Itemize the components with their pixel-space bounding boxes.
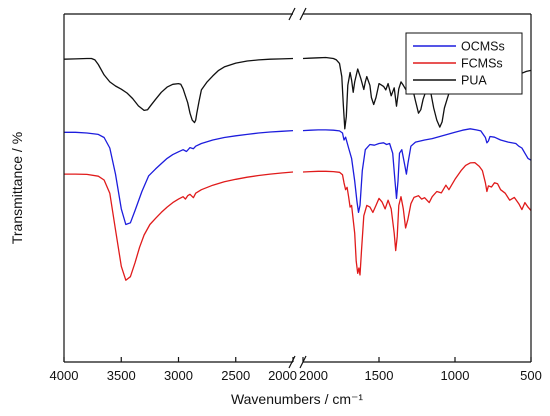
x-tick-label-500-seg2: 500 bbox=[520, 368, 542, 383]
line-PUA-segment-1 bbox=[63, 57, 294, 124]
x-tick-label-2500-seg1: 2500 bbox=[221, 368, 250, 383]
legend: OCMSs FCMSs PUA bbox=[405, 32, 523, 95]
x-tick-label-1000-seg2: 1000 bbox=[441, 368, 470, 383]
line-FCMSs-segment-2 bbox=[302, 161, 532, 276]
series-FCMSs bbox=[64, 161, 532, 281]
plot-frame bbox=[63, 13, 532, 363]
line-FCMSs-segment-1 bbox=[64, 171, 294, 281]
line-OCMSs-segment-1 bbox=[64, 129, 294, 226]
x-ticks: 4000 3500 3000 2500 2000 2000 1500 1000 500 bbox=[50, 357, 542, 383]
x-tick-label-3000-seg1: 3000 bbox=[164, 368, 193, 383]
x-tick-label-2000-seg2: 2000 bbox=[299, 368, 328, 383]
axis-break-top bbox=[288, 7, 307, 21]
y-axis-title: Transmittance / % bbox=[9, 132, 25, 244]
line-OCMSs-segment-2 bbox=[302, 128, 532, 214]
legend-label-OCMSs: OCMSs bbox=[461, 40, 505, 54]
x-axis-title: Wavenumbers / cm⁻¹ bbox=[231, 391, 363, 407]
x-tick-label-1500-seg2: 1500 bbox=[365, 368, 394, 383]
legend-label-FCMSs: FCMSs bbox=[461, 57, 503, 71]
legend-label-PUA: PUA bbox=[461, 74, 487, 88]
x-tick-label-2000-seg1: 2000 bbox=[268, 368, 297, 383]
x-tick-label-3500-seg1: 3500 bbox=[107, 368, 136, 383]
x-tick-label-4000-seg1: 4000 bbox=[50, 368, 79, 383]
series-OCMSs bbox=[64, 128, 532, 226]
